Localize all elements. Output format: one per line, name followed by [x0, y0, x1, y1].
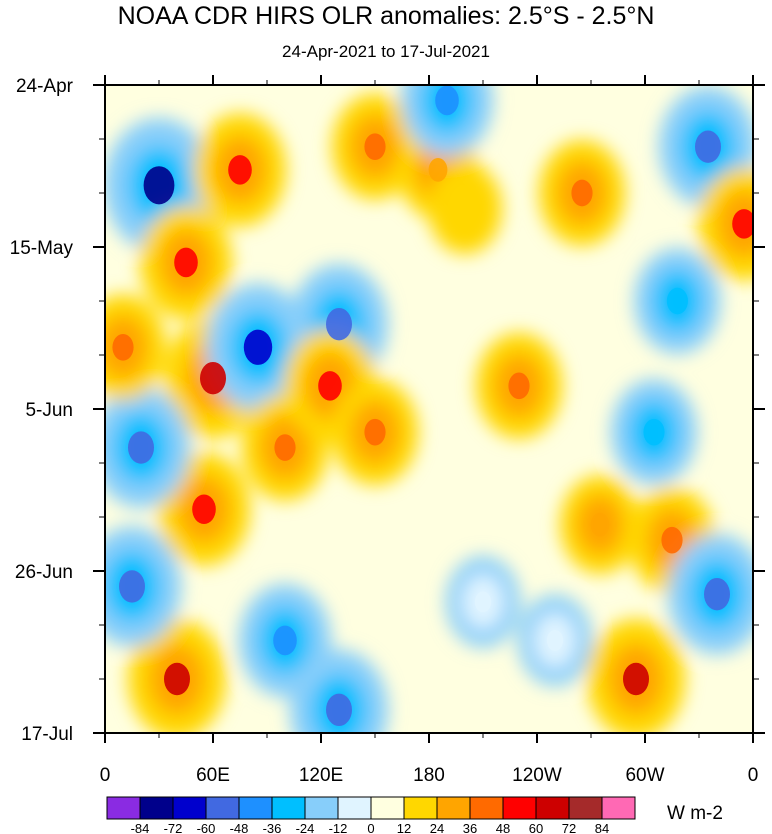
- anomaly-core: [112, 333, 134, 361]
- axes: 0 60E 120E 180 120W 60W 0 24-Apr 15-May 5-Jun 26-J…: [10, 75, 765, 786]
- anomaly-core: [326, 307, 352, 341]
- anomaly-core: [164, 662, 190, 696]
- colorbar-label: 72: [562, 821, 576, 834]
- anomaly-core: [119, 570, 145, 603]
- colorbar-swatch: [403, 796, 438, 820]
- colorbar: -84 -72 -60 -48 -36 -24 -12 0 12 24 36 48 60 72 84: [106, 796, 636, 834]
- colorbar-swatch: [601, 796, 636, 820]
- anomaly-core: [128, 431, 154, 464]
- anomaly-core: [364, 133, 386, 161]
- colorbar-swatch: [172, 796, 207, 820]
- anomaly-core: [243, 329, 273, 365]
- x-tick-label: 60E: [196, 765, 230, 786]
- anomaly-core: [326, 693, 352, 727]
- anomaly-cores: [112, 85, 753, 727]
- colorbar-swatch: [271, 796, 306, 820]
- anomaly-core: [318, 371, 342, 401]
- anomaly-core: [695, 130, 721, 163]
- anomaly-core: [732, 209, 753, 239]
- y-tick-label: 5-Jun: [25, 400, 73, 421]
- anomaly-core: [273, 625, 297, 656]
- anomaly-core: [192, 494, 216, 525]
- anomaly-core: [174, 247, 198, 278]
- colorbar-label: -12: [329, 821, 348, 834]
- anomaly-core: [661, 526, 683, 554]
- x-tick-label: 0: [748, 765, 759, 786]
- colorbar-label: 0: [367, 821, 374, 834]
- anomaly-core: [200, 361, 226, 395]
- y-tick-label: 15-May: [10, 238, 74, 259]
- colorbar-label: 60: [529, 821, 543, 834]
- anomaly-core: [228, 155, 252, 185]
- anomaly-core: [546, 629, 564, 651]
- y-tick-label: 26-Jun: [15, 562, 73, 583]
- anomaly-core: [571, 179, 593, 207]
- anomaly-core: [666, 287, 689, 315]
- colorbar-label: -24: [296, 821, 315, 834]
- colorbar-label: 12: [397, 821, 411, 834]
- colorbar-label: -72: [164, 821, 183, 834]
- x-tick-label: 120E: [299, 765, 343, 786]
- anomaly-core: [143, 166, 175, 205]
- plot-area: [105, 85, 753, 733]
- colorbar-swatch: [436, 796, 471, 820]
- colorbar-swatch: [469, 796, 504, 820]
- anomaly-core: [704, 577, 730, 611]
- colorbar-label: -84: [131, 821, 150, 834]
- y-tick-label: 24-Apr: [16, 76, 74, 97]
- anomaly-core: [643, 418, 665, 446]
- colorbar-label: 48: [496, 821, 510, 834]
- colorbar-swatch: [535, 796, 570, 820]
- chart-title: NOAA CDR HIRS OLR anomalies: 2.5°S - 2.5…: [117, 2, 655, 30]
- colorbar-swatch: [238, 796, 273, 820]
- colorbar-swatch: [205, 796, 240, 820]
- anomaly-core: [474, 591, 492, 613]
- colorbar-label: 36: [463, 821, 477, 834]
- anomaly-core: [428, 157, 448, 182]
- anomaly-core: [508, 372, 530, 400]
- x-tick-label: 180: [413, 765, 445, 786]
- colorbar-swatch: [568, 796, 603, 820]
- x-tick-label: 0: [100, 765, 111, 786]
- colorbar-swatch: [502, 796, 537, 820]
- colorbar-swatch: [337, 796, 372, 820]
- colorbar-swatch: [139, 796, 174, 820]
- x-tick-label: 60W: [625, 765, 664, 786]
- colorbar-label: -48: [230, 821, 249, 834]
- colorbar-label: -36: [263, 821, 282, 834]
- colorbar-swatch: [304, 796, 339, 820]
- anomaly-core: [456, 197, 474, 219]
- chart-subtitle: 24-Apr-2021 to 17-Jul-2021: [282, 42, 490, 61]
- colorbar-swatch: [106, 796, 141, 820]
- colorbar-swatch: [370, 796, 405, 820]
- anomaly-core: [623, 662, 649, 696]
- anomaly-core: [590, 512, 610, 537]
- colorbar-label: 84: [595, 821, 609, 834]
- anomaly-core: [364, 418, 386, 446]
- anomaly-core: [435, 85, 459, 116]
- anomaly-core: [274, 434, 296, 461]
- colorbar-units-label: W m-2: [667, 803, 723, 824]
- y-tick-label: 17-Jul: [21, 724, 73, 745]
- x-tick-label: 120W: [512, 765, 562, 786]
- colorbar-label: 24: [430, 821, 444, 834]
- colorbar-label: -60: [197, 821, 216, 834]
